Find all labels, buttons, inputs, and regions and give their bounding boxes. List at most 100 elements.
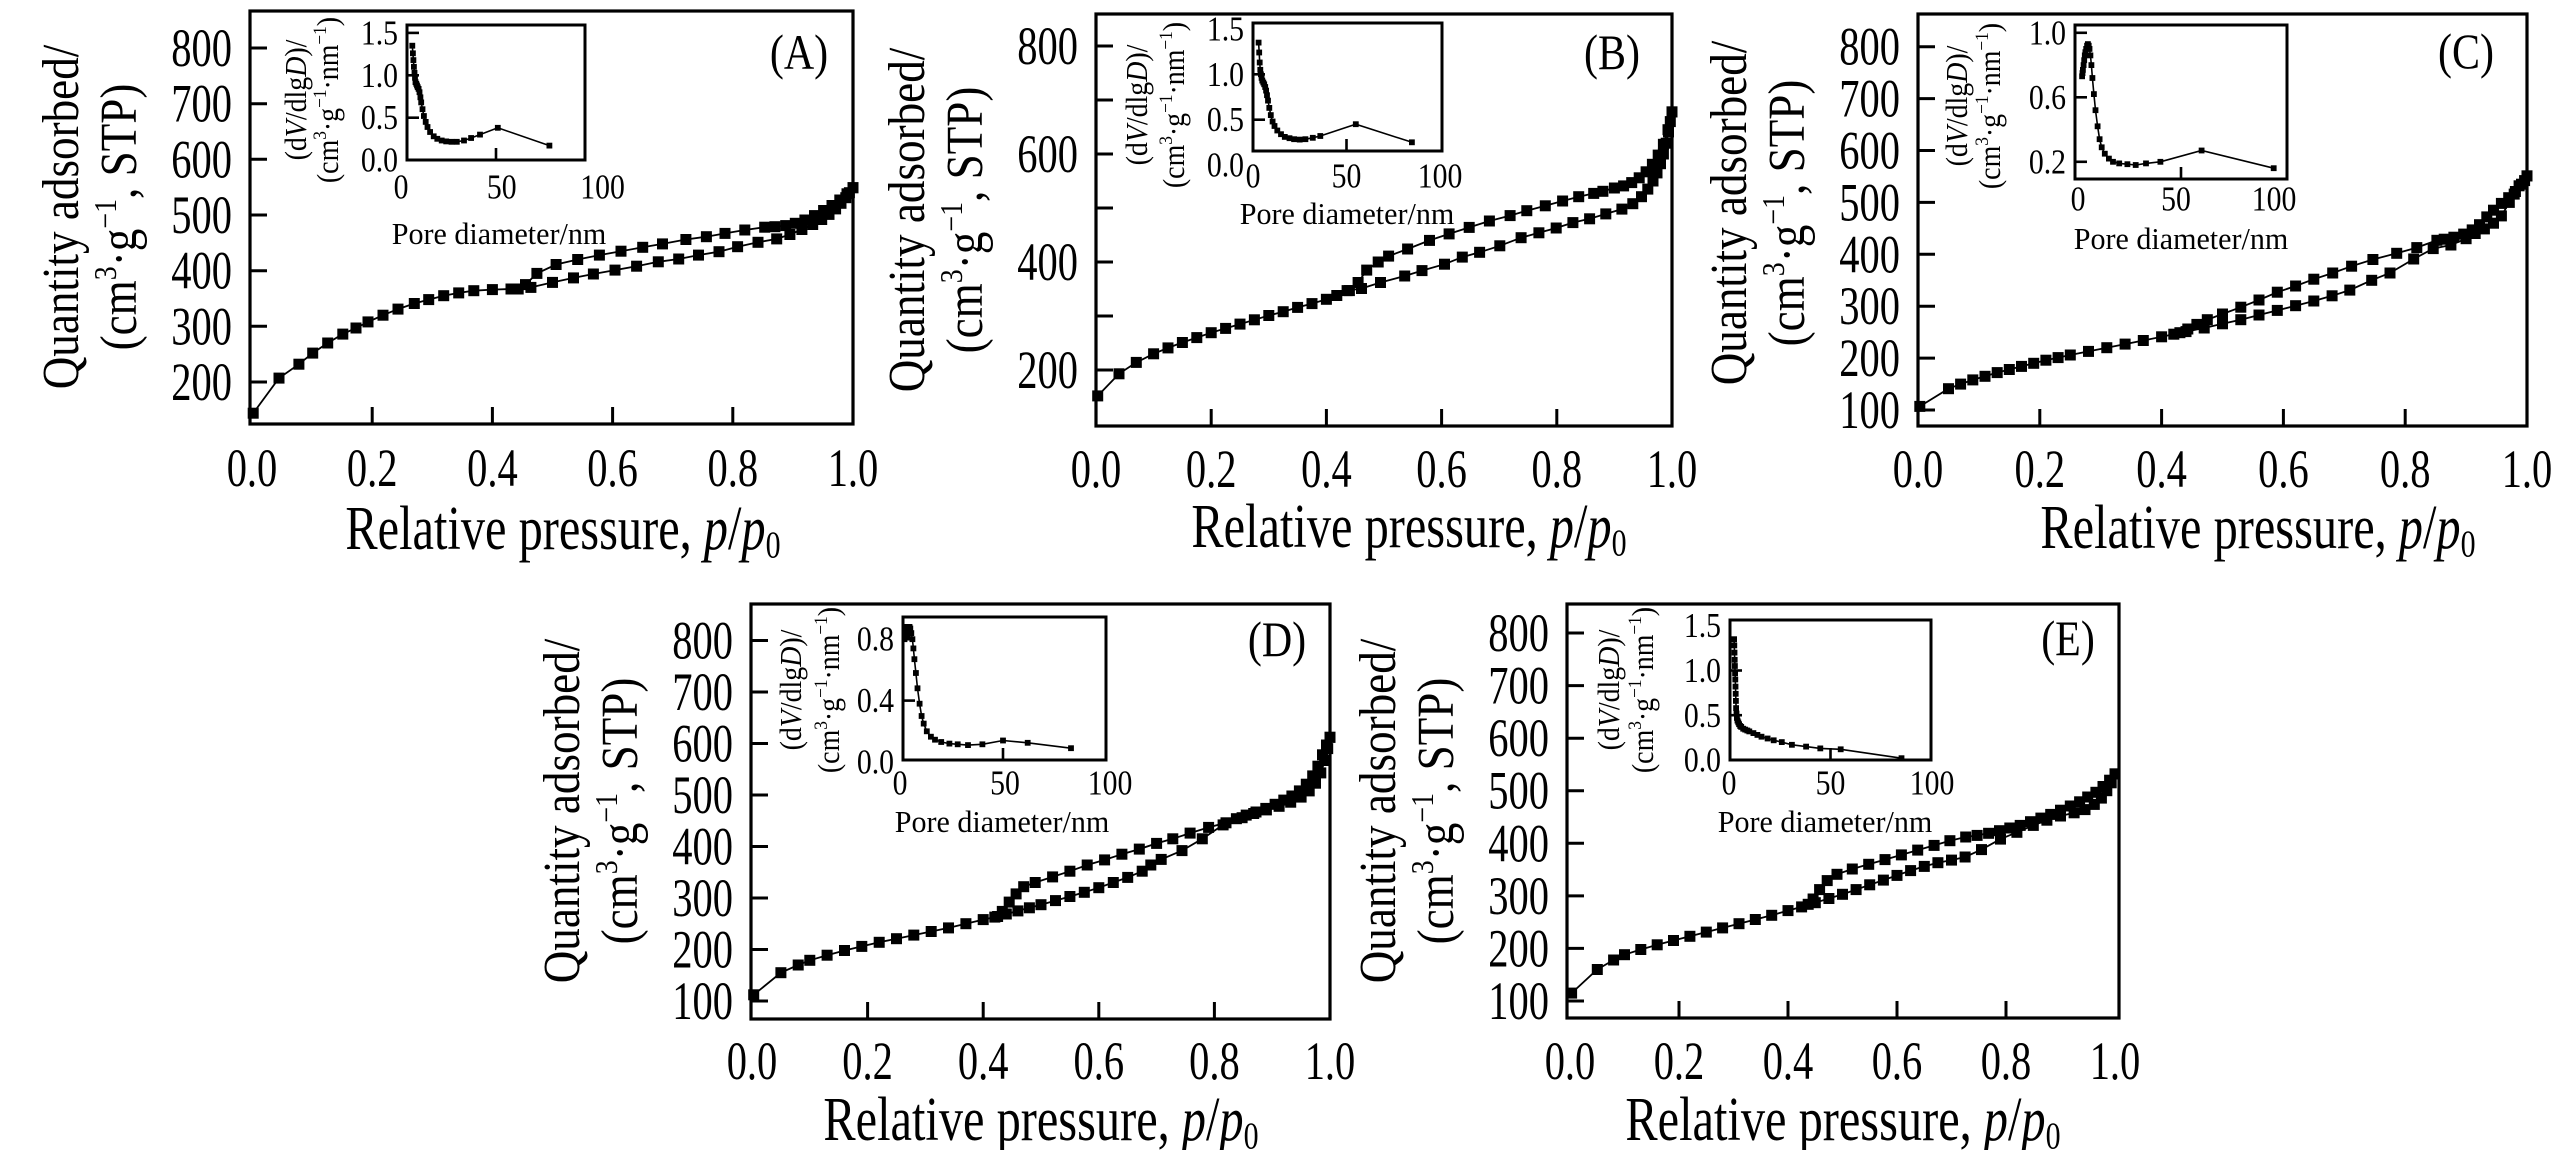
svg-text:Relative pressure, p/p0: Relative pressure, p/p0 (345, 494, 780, 566)
svg-text:1.0: 1.0 (1684, 652, 1721, 691)
svg-text:0.0: 0.0 (857, 743, 894, 782)
svg-text:400: 400 (1017, 232, 1078, 292)
svg-text:0.0: 0.0 (1071, 439, 1122, 499)
svg-text:0: 0 (394, 168, 409, 207)
svg-text:Quantity adsorbed/: Quantity adsorbed/ (878, 47, 936, 392)
svg-text:Relative pressure, p/p0: Relative pressure, p/p0 (1625, 1085, 2060, 1150)
svg-text:300: 300 (1488, 866, 1549, 926)
svg-text:0.5: 0.5 (361, 99, 398, 138)
svg-text:0.0: 0.0 (1684, 741, 1721, 780)
svg-text:100: 100 (2252, 180, 2297, 219)
svg-text:Pore diameter/nm: Pore diameter/nm (1240, 197, 1455, 232)
svg-text:(D): (D) (1248, 612, 1306, 667)
svg-text:(A): (A) (770, 25, 828, 80)
svg-text:200: 200 (1839, 329, 1900, 389)
svg-text:1.0: 1.0 (1305, 1031, 1356, 1091)
svg-text:50: 50 (1332, 157, 1362, 196)
svg-text:200: 200 (171, 352, 232, 412)
svg-text:0: 0 (2071, 180, 2086, 219)
svg-text:600: 600 (1488, 709, 1549, 769)
svg-text:1.0: 1.0 (828, 438, 879, 498)
svg-text:800: 800 (672, 611, 733, 671)
svg-text:(cm3·g−1·nm−1): (cm3·g−1·nm−1) (1624, 607, 1660, 773)
svg-text:(dV/dlgD)/: (dV/dlgD)/ (280, 39, 314, 161)
svg-text:0.6: 0.6 (1416, 439, 1467, 499)
svg-text:Pore diameter/nm: Pore diameter/nm (1718, 805, 1933, 840)
svg-text:400: 400 (171, 241, 232, 301)
svg-text:400: 400 (1488, 814, 1549, 874)
svg-text:1.5: 1.5 (361, 14, 398, 53)
svg-text:0.8: 0.8 (2380, 439, 2431, 499)
svg-text:600: 600 (1017, 124, 1078, 184)
svg-text:0.6: 0.6 (587, 438, 638, 498)
svg-text:100: 100 (1839, 380, 1900, 440)
svg-text:0.2: 0.2 (2014, 439, 2065, 499)
svg-text:100: 100 (672, 971, 733, 1031)
svg-text:0.2: 0.2 (842, 1031, 893, 1091)
svg-text:0.4: 0.4 (2136, 439, 2187, 499)
svg-text:Relative pressure, p/p0: Relative pressure, p/p0 (1191, 492, 1626, 564)
svg-text:1.0: 1.0 (2029, 14, 2066, 53)
svg-text:0.6: 0.6 (1073, 1031, 1124, 1091)
svg-text:1.0: 1.0 (1207, 56, 1244, 95)
svg-text:500: 500 (171, 185, 232, 245)
svg-text:500: 500 (1839, 173, 1900, 233)
svg-text:1.0: 1.0 (361, 57, 398, 96)
svg-text:0.8: 0.8 (1981, 1031, 2032, 1091)
svg-text:0.4: 0.4 (467, 438, 518, 498)
svg-text:0.2: 0.2 (1186, 439, 1237, 499)
svg-text:0: 0 (1722, 764, 1737, 803)
svg-text:0.0: 0.0 (227, 438, 278, 498)
svg-text:700: 700 (1839, 69, 1900, 129)
svg-text:0.6: 0.6 (1872, 1031, 1923, 1091)
svg-text:700: 700 (1488, 656, 1549, 716)
svg-text:0.8: 0.8 (1531, 439, 1582, 499)
svg-text:400: 400 (672, 817, 733, 877)
svg-text:1.5: 1.5 (1684, 607, 1721, 646)
svg-text:0.6: 0.6 (2258, 439, 2309, 499)
svg-text:100: 100 (1418, 157, 1463, 196)
svg-text:100: 100 (580, 168, 625, 207)
svg-text:0.8: 0.8 (1189, 1031, 1240, 1091)
svg-text:Pore diameter/nm: Pore diameter/nm (392, 217, 607, 252)
svg-text:300: 300 (1839, 277, 1900, 337)
svg-text:800: 800 (1017, 16, 1078, 76)
svg-text:Quantity adsorbed/: Quantity adsorbed/ (533, 638, 591, 983)
svg-text:600: 600 (672, 714, 733, 774)
svg-text:Pore diameter/nm: Pore diameter/nm (895, 805, 1110, 840)
svg-text:(cm3·g−1, STP): (cm3·g−1, STP) (87, 84, 147, 351)
svg-text:0.2: 0.2 (2029, 143, 2066, 182)
svg-text:300: 300 (672, 868, 733, 928)
svg-text:0.0: 0.0 (1893, 439, 1944, 499)
svg-text:(C): (C) (2438, 24, 2494, 79)
svg-text:0.0: 0.0 (361, 141, 398, 180)
svg-text:0.0: 0.0 (727, 1031, 778, 1091)
svg-text:(cm3·g−1, STP): (cm3·g−1, STP) (933, 87, 993, 354)
svg-text:(dV/dlgD)/: (dV/dlgD)/ (775, 629, 809, 751)
svg-text:0.6: 0.6 (2029, 79, 2066, 118)
svg-text:0.4: 0.4 (857, 682, 894, 721)
svg-text:700: 700 (171, 74, 232, 134)
svg-text:100: 100 (1088, 764, 1133, 803)
svg-text:50: 50 (2161, 180, 2191, 219)
svg-text:100: 100 (1910, 764, 1955, 803)
svg-text:Quantity adsorbed/: Quantity adsorbed/ (32, 44, 90, 389)
svg-text:1.5: 1.5 (1207, 10, 1244, 49)
svg-text:(cm3·g−1, STP): (cm3·g−1, STP) (1404, 678, 1464, 945)
svg-text:0.2: 0.2 (347, 438, 398, 498)
svg-text:0: 0 (1246, 157, 1261, 196)
svg-text:(cm3·g−1·nm−1): (cm3·g−1·nm−1) (1971, 23, 2007, 189)
svg-text:1.0: 1.0 (2090, 1031, 2141, 1091)
svg-text:Quantity adsorbed/: Quantity adsorbed/ (1349, 638, 1407, 983)
svg-text:(B): (B) (1584, 25, 1640, 80)
svg-text:(cm3·g−1, STP): (cm3·g−1, STP) (588, 678, 648, 945)
svg-text:200: 200 (672, 920, 733, 980)
svg-text:800: 800 (1488, 603, 1549, 663)
svg-text:1.0: 1.0 (2502, 439, 2553, 499)
svg-text:(dV/dlgD)/: (dV/dlgD)/ (1121, 44, 1155, 166)
svg-text:0.8: 0.8 (857, 621, 894, 660)
svg-text:200: 200 (1488, 919, 1549, 979)
svg-text:600: 600 (1839, 121, 1900, 181)
svg-text:500: 500 (1488, 761, 1549, 821)
svg-text:700: 700 (672, 662, 733, 722)
